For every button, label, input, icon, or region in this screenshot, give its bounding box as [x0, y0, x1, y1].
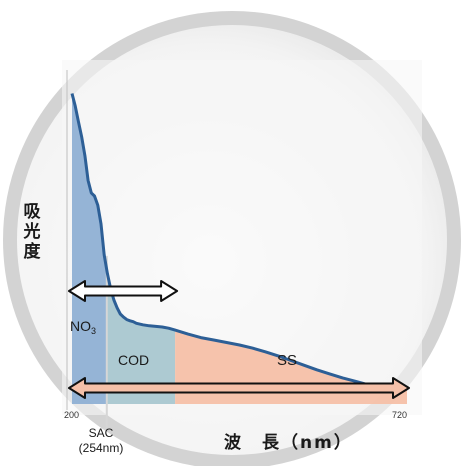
- sac-label-line2: (254nm): [78, 441, 124, 455]
- region-cod: [106, 269, 176, 404]
- no3-subscript: 3: [91, 326, 97, 336]
- sac-label-line1: SAC: [88, 426, 114, 440]
- x-tick-label: 720: [392, 410, 408, 420]
- no3-main: NO: [70, 318, 91, 334]
- range-arrow: [68, 377, 410, 399]
- y-axis-label: 吸 光 度: [20, 202, 44, 262]
- region-label-ss: SS: [277, 352, 298, 369]
- x-tick-label: 200: [64, 410, 80, 420]
- y-axis-label-char: 吸: [23, 202, 41, 222]
- absorbance-curve: [70, 93, 408, 391]
- region-label-cod: COD: [118, 352, 150, 368]
- range-arrow: [68, 280, 179, 302]
- region-label-no3: NO3: [70, 318, 96, 336]
- y-axis-label-char: 光: [23, 222, 41, 242]
- sac-marker-label: SAC (254nm): [70, 426, 132, 456]
- region-no3: [72, 93, 107, 404]
- x-axis-label: 波 長（nm）: [224, 433, 353, 453]
- y-axis-label-char: 度: [23, 242, 41, 262]
